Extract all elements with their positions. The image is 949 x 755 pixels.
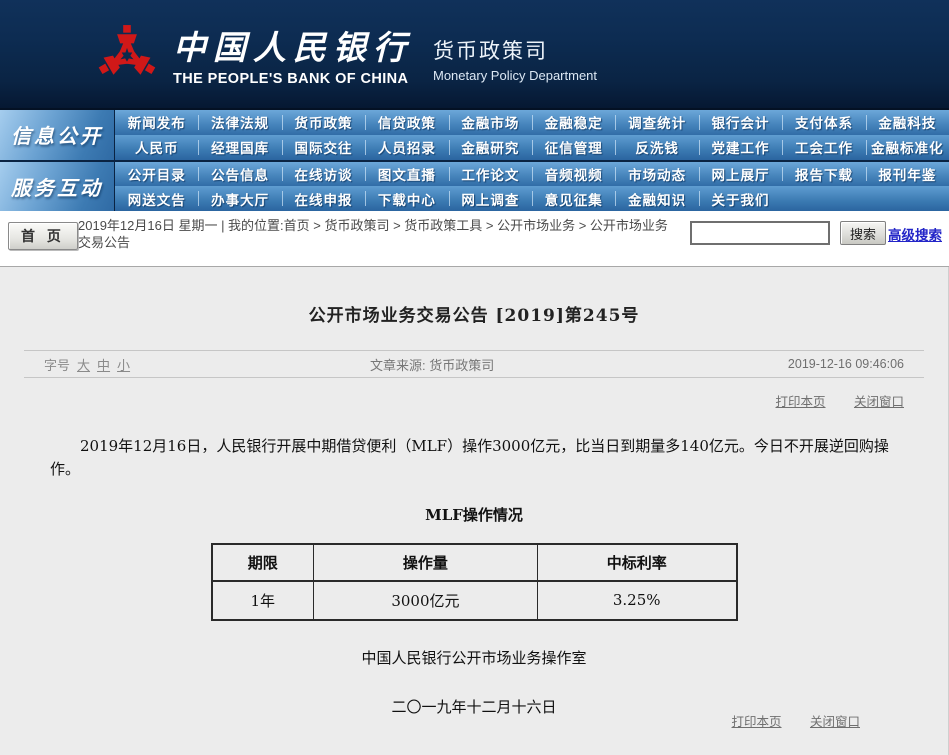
nav-item-monetary-policy[interactable]: 货币政策 [281, 110, 365, 135]
nav-item-laws[interactable]: 法律法规 [198, 110, 281, 135]
table-row: 1年 3000亿元 3.25% [211, 580, 738, 620]
search-button[interactable]: 搜索 [840, 221, 887, 245]
font-size-medium-link[interactable]: 中 [97, 357, 111, 373]
search-input[interactable] [690, 221, 830, 245]
bank-name-cn: 中国人民银行 [173, 28, 413, 67]
close-window-link[interactable]: 关闭窗口 [853, 395, 904, 409]
signature-line: 中国人民银行公开市场业务操作室 [361, 648, 587, 667]
article-timestamp: 2019-12-16 09:46:06 [787, 357, 904, 371]
nav-item-empty [866, 186, 949, 211]
nav-divider [0, 159, 114, 162]
nav-row-4: 网送文告 办事大厅 在线申报 下载中心 网上调查 意见征集 金融知识 关于我们 [115, 186, 949, 211]
department-name-cn: 货币政策司 [433, 40, 548, 63]
nav-item-union-work[interactable]: 工会工作 [782, 135, 865, 160]
table-cell-rate: 3.25% [536, 580, 738, 620]
print-page-link[interactable]: 打印本页 [731, 715, 782, 729]
close-window-link[interactable]: 关闭窗口 [809, 715, 860, 729]
nav-item-online-survey[interactable]: 网上调查 [448, 186, 532, 211]
nav-item-service-hall[interactable]: 办事大厅 [198, 186, 281, 211]
nav-item-credit-policy[interactable]: 信贷政策 [365, 110, 448, 135]
nav-item-financial-stability[interactable]: 金融稳定 [532, 110, 615, 135]
site-header: 中国人民银行 THE PEOPLE'S BANK OF CHINA 货币政策司 … [0, 0, 949, 110]
breadcrumb-bar: 首 页 2019年12月16日 星期一 | 我的位置:首页 > 货币政策司 > … [0, 211, 949, 267]
article-content: 公开市场业务交易公告 [2019]第245号 字号 大 中 小 文章来源: 货币… [0, 267, 949, 755]
nav-item-rmb[interactable]: 人民币 [134, 141, 179, 157]
nav-row-1: 新闻发布 法律法规 货币政策 信贷政策 金融市场 金融稳定 调查统计 银行会计 … [115, 110, 949, 135]
nav-item-online-declaration[interactable]: 在线申报 [281, 186, 365, 211]
nav-item-market-trends[interactable]: 市场动态 [615, 162, 698, 187]
sidebar-item-info-disclosure[interactable]: 信息公开 [0, 110, 114, 160]
nav-item-solicit-opinions[interactable]: 意见征集 [532, 186, 615, 211]
nav-item-party-building[interactable]: 党建工作 [698, 135, 782, 160]
breadcrumb-line-2: 交易公告 [78, 235, 131, 250]
nav-item-survey-statistics[interactable]: 调查统计 [615, 110, 698, 135]
main-navigation: 信息公开 服务互动 新闻发布 法律法规 货币政策 信贷政策 金融市场 金融稳定 … [0, 110, 949, 211]
nav-item-payment-system[interactable]: 支付体系 [782, 110, 865, 135]
nav-item-online-interview[interactable]: 在线访谈 [281, 162, 365, 187]
print-close-row-bottom: 打印本页 关闭窗口 [732, 711, 860, 731]
nav-item-announcements[interactable]: 公告信息 [198, 162, 281, 187]
bank-title-block: 中国人民银行 THE PEOPLE'S BANK OF CHINA [173, 21, 413, 87]
nav-sidebar: 信息公开 服务互动 [0, 110, 115, 211]
nav-item-download-center[interactable]: 下载中心 [365, 186, 448, 211]
article-source: 文章来源: 货币政策司 [370, 357, 495, 373]
nav-item-online-exhibition[interactable]: 网上展厅 [698, 162, 782, 187]
nav-divider [115, 159, 949, 162]
page-title: 公开市场业务交易公告 [2019]第245号 [308, 306, 640, 326]
font-size-label: 字号 [44, 357, 71, 373]
nav-item-financial-knowledge[interactable]: 金融知识 [615, 186, 698, 211]
table-cell-term: 1年 [211, 580, 314, 620]
nav-item-financial-market[interactable]: 金融市场 [448, 110, 532, 135]
font-size-large-link[interactable]: 大 [77, 357, 91, 373]
table-caption: MLF操作情况 [425, 505, 523, 524]
table-cell-volume: 3000亿元 [312, 580, 538, 620]
font-size-control: 字号 大 中 小 [24, 355, 130, 374]
nav-item-periodicals[interactable]: 报刊年鉴 [865, 162, 949, 187]
breadcrumb: 2019年12月16日 星期一 | 我的位置:首页 > 货币政策司 > 货币政策… [78, 217, 668, 251]
pboc-logo-icon [95, 22, 159, 86]
signature-date: 二〇一九年十二月十六日 [391, 697, 557, 716]
nav-item-open-catalog[interactable]: 公开目录 [127, 167, 186, 183]
nav-item-audio-video[interactable]: 音频视频 [532, 162, 615, 187]
table-header-term: 期限 [211, 543, 314, 582]
breadcrumb-line-1: 2019年12月16日 星期一 | 我的位置:首页 > 货币政策司 > 货币政策… [78, 218, 668, 233]
nav-item-web-notices[interactable]: 网送文告 [127, 192, 186, 208]
nav-item-about-us[interactable]: 关于我们 [698, 186, 782, 211]
nav-item-research[interactable]: 金融研究 [448, 135, 532, 160]
table-header-row: 期限 操作量 中标利率 [211, 543, 738, 582]
table-header-volume: 操作量 [312, 543, 538, 582]
nav-item-fintech[interactable]: 金融科技 [865, 110, 949, 135]
nav-grid: 新闻发布 法律法规 货币政策 信贷政策 金融市场 金融稳定 调查统计 银行会计 … [115, 110, 949, 211]
nav-row-3: 公开目录 公告信息 在线访谈 图文直播 工作论文 音频视频 市场动态 网上展厅 … [115, 161, 949, 187]
nav-item-report-download[interactable]: 报告下载 [782, 162, 865, 187]
nav-item-recruitment[interactable]: 人员招录 [365, 135, 448, 160]
nav-item-bank-accounting[interactable]: 银行会计 [698, 110, 782, 135]
article-meta-row: 字号 大 中 小 文章来源: 货币政策司 2019-12-16 09:46:06 [24, 350, 924, 378]
article-body-text: 2019年12月16日，人民银行开展中期借贷便利（MLF）操作3000亿元，比当… [50, 437, 889, 479]
advanced-search-link[interactable]: 高级搜索 [888, 228, 942, 243]
nav-item-international[interactable]: 国际交往 [281, 135, 365, 160]
nav-item-live-broadcast[interactable]: 图文直播 [365, 162, 448, 187]
home-button[interactable]: 首 页 [8, 222, 78, 250]
sidebar-item-service-interaction[interactable]: 服务互动 [0, 161, 114, 211]
bank-name-en: THE PEOPLE'S BANK OF CHINA [173, 71, 409, 87]
nav-item-treasury[interactable]: 经理国库 [198, 135, 281, 160]
nav-item-anti-money-laundering[interactable]: 反洗钱 [615, 135, 698, 160]
print-close-row-top: 打印本页 关闭窗口 [44, 391, 904, 411]
nav-row-2: 人民币 经理国库 国际交往 人员招录 金融研究 征信管理 反洗钱 党建工作 工会… [115, 134, 949, 160]
print-page-link[interactable]: 打印本页 [775, 395, 826, 409]
nav-item-working-papers[interactable]: 工作论文 [448, 162, 532, 187]
department-name-en: Monetary Policy Department [433, 68, 598, 83]
nav-item-standardization[interactable]: 金融标准化 [865, 135, 949, 160]
mlf-operation-table: 期限 操作量 中标利率 1年 3000亿元 3.25% [210, 542, 738, 621]
table-header-rate: 中标利率 [536, 543, 738, 582]
nav-item-news[interactable]: 新闻发布 [127, 116, 186, 132]
font-size-small-link[interactable]: 小 [117, 357, 131, 373]
nav-item-empty [782, 186, 865, 211]
nav-item-credit-info[interactable]: 征信管理 [532, 135, 615, 160]
department-title-block: 货币政策司 Monetary Policy Department [433, 25, 597, 83]
